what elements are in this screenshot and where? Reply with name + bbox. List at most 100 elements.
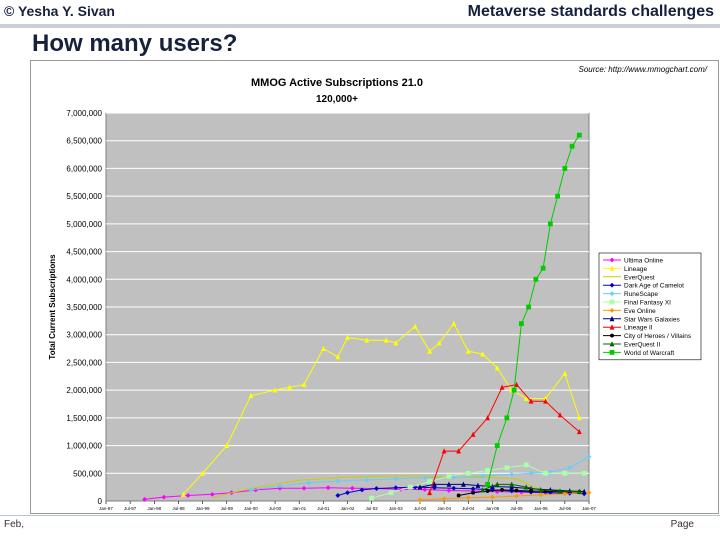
data-point bbox=[511, 387, 517, 393]
legend-entry: Lineage bbox=[603, 265, 648, 273]
data-point bbox=[393, 476, 399, 482]
data-point bbox=[301, 485, 307, 491]
data-point bbox=[504, 415, 510, 421]
data-point bbox=[393, 485, 399, 491]
data-point bbox=[161, 494, 167, 500]
series-line bbox=[212, 475, 585, 499]
subscriptions-chart: Source: http://www.mmogchart.com/ MMOG A… bbox=[48, 65, 708, 511]
x-tick-label: Jul-05 bbox=[510, 506, 523, 511]
data-point bbox=[562, 491, 568, 497]
data-point bbox=[345, 490, 350, 496]
series-9 bbox=[427, 381, 582, 496]
data-point bbox=[576, 414, 582, 421]
y-tick-label: 3,500,000 bbox=[66, 303, 102, 312]
data-point bbox=[543, 398, 548, 404]
data-point bbox=[451, 485, 457, 491]
data-point bbox=[417, 484, 423, 490]
legend-label: City of Heroes / Villains bbox=[624, 333, 692, 340]
legend-marker bbox=[609, 265, 615, 271]
legend-marker bbox=[609, 350, 615, 355]
y-tick-label: 7,000,000 bbox=[66, 109, 102, 118]
data-point bbox=[446, 481, 452, 487]
data-point bbox=[383, 337, 389, 343]
data-point bbox=[526, 304, 532, 310]
data-point bbox=[349, 485, 355, 491]
data-point bbox=[494, 443, 500, 448]
data-point bbox=[576, 428, 582, 435]
data-point bbox=[374, 486, 379, 491]
data-point bbox=[518, 321, 524, 327]
data-point bbox=[475, 482, 481, 488]
series-11 bbox=[480, 481, 582, 494]
data-point bbox=[547, 221, 553, 227]
data-point bbox=[461, 481, 466, 487]
y-tick-label: 2,000,000 bbox=[66, 386, 102, 395]
data-point bbox=[480, 473, 486, 479]
y-tick-label: 5,500,000 bbox=[66, 192, 102, 201]
data-point bbox=[180, 491, 186, 497]
x-tick-label: Jul-00 bbox=[269, 506, 282, 511]
x-tick-label: Jan-05 bbox=[486, 506, 500, 511]
data-point bbox=[432, 485, 437, 491]
y-tick-label: 4,000,000 bbox=[66, 275, 102, 284]
legend-label: Eve Online bbox=[624, 308, 656, 315]
x-tick-label: Jan-07 bbox=[582, 506, 596, 511]
legend-label: Lineage II bbox=[624, 325, 653, 332]
series-2 bbox=[180, 320, 582, 497]
data-point bbox=[465, 495, 471, 501]
y-tick-label: 500,000 bbox=[73, 469, 102, 478]
legend-label: Dark Age of Camelot bbox=[624, 283, 684, 290]
data-point bbox=[470, 431, 476, 437]
data-point bbox=[306, 480, 312, 486]
legend-marker bbox=[609, 341, 615, 347]
legend-entry: RuneScape bbox=[603, 291, 658, 298]
series-7 bbox=[417, 490, 592, 503]
legend-label: EverQuest II bbox=[624, 342, 660, 349]
chart-title: MMOG Active Subscriptions 21.0 bbox=[251, 77, 423, 89]
author-credit: © Yesha Y. Sivan bbox=[4, 3, 115, 19]
x-tick-label: Jan-99 bbox=[196, 506, 210, 511]
legend-entry: Final Fantasy XI bbox=[603, 300, 671, 307]
data-point bbox=[417, 497, 423, 503]
data-point bbox=[523, 462, 529, 468]
data-point bbox=[248, 392, 254, 399]
data-point bbox=[562, 370, 568, 376]
data-point bbox=[446, 473, 452, 479]
data-point bbox=[485, 414, 490, 421]
chart-frame: Source: http://www.mmogchart.com/ MMOG A… bbox=[30, 60, 719, 514]
data-point bbox=[209, 491, 215, 497]
data-point bbox=[562, 166, 568, 171]
data-point bbox=[287, 384, 292, 390]
legend-box bbox=[598, 252, 702, 361]
x-tick-label: Jul-97 bbox=[124, 506, 137, 511]
y-tick-label: 4,500,000 bbox=[66, 248, 102, 257]
legend-entry: City of Heroes / Villains bbox=[603, 333, 692, 340]
data-point bbox=[485, 468, 490, 473]
data-point bbox=[471, 490, 475, 495]
data-point bbox=[514, 493, 519, 499]
legend-marker bbox=[610, 333, 614, 338]
legend-marker bbox=[609, 308, 615, 313]
data-point bbox=[422, 475, 428, 481]
data-point bbox=[465, 348, 471, 354]
x-tick-label: Jan-06 bbox=[534, 506, 548, 511]
data-point bbox=[398, 486, 404, 492]
data-point bbox=[567, 465, 573, 471]
y-tick-label: 1,500,000 bbox=[66, 414, 102, 423]
y-tick-label: 2,500,000 bbox=[66, 358, 102, 367]
chart-subtitle: 120,000+ bbox=[316, 94, 358, 105]
data-point bbox=[224, 442, 230, 448]
data-point bbox=[540, 265, 546, 271]
data-point bbox=[485, 489, 490, 493]
data-point bbox=[557, 412, 563, 418]
data-point bbox=[320, 345, 326, 351]
data-point bbox=[364, 337, 370, 343]
data-point bbox=[504, 465, 510, 471]
data-point bbox=[359, 487, 365, 493]
legend-entry: Star Wars Galaxies bbox=[603, 315, 680, 323]
legend-marker bbox=[609, 324, 615, 330]
series-line bbox=[419, 492, 590, 501]
data-point bbox=[555, 193, 561, 199]
y-tick-label: 5,000,000 bbox=[66, 220, 102, 229]
data-point bbox=[335, 353, 341, 360]
